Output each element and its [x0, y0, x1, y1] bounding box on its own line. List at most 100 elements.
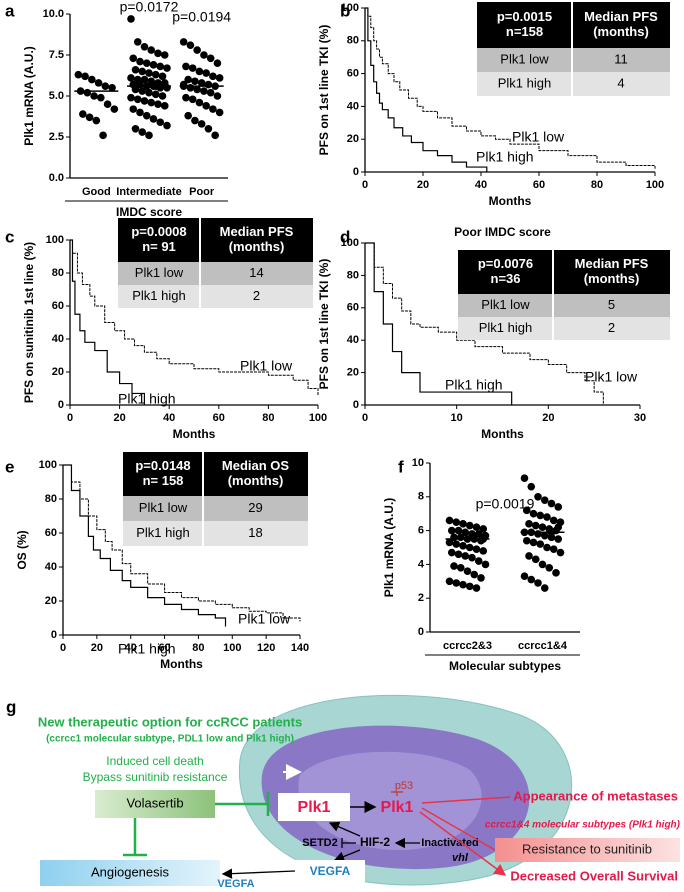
dot — [452, 518, 461, 526]
y-axis-label: Plk1 mRNA (A.U.) — [382, 498, 396, 598]
dot — [88, 75, 96, 84]
panel-label: d — [340, 227, 350, 246]
dot — [204, 80, 213, 89]
survival-curve — [365, 242, 513, 405]
table-header-cell: (months) — [228, 473, 284, 488]
table-cell: 11 — [614, 51, 628, 66]
y-tick-label: 20 — [347, 367, 359, 379]
x-tick-label: 40 — [163, 412, 175, 424]
x-tick-label: 120 — [257, 642, 275, 654]
series-label: Plk1 low — [240, 358, 293, 374]
arrow — [333, 849, 361, 862]
dot — [127, 93, 135, 102]
dot — [188, 95, 197, 104]
y-tick-label: 60 — [52, 300, 64, 312]
x-tick-label: Intermediate — [116, 186, 181, 198]
subtype: ccrcc1&4 molecular subtypes (Plk1 high) — [485, 820, 681, 831]
dot — [445, 516, 454, 525]
dot — [543, 513, 551, 521]
table-header — [118, 218, 313, 262]
dot — [465, 521, 474, 530]
dot — [142, 111, 151, 120]
table-cell: Plk1 low — [135, 265, 184, 280]
table-row — [477, 72, 670, 96]
dot — [142, 59, 151, 67]
plk1: Plk1 — [381, 799, 414, 816]
vhl: vhl — [452, 852, 469, 864]
dot — [127, 74, 135, 82]
table-row — [123, 521, 308, 546]
dot — [197, 120, 206, 128]
inhibition — [341, 838, 356, 848]
dot — [474, 530, 483, 538]
inhibition — [123, 792, 270, 857]
dot — [136, 108, 144, 117]
dot — [447, 526, 456, 535]
dot — [99, 131, 107, 140]
effect: Induced cell death — [106, 754, 203, 768]
table-header-cell: (months) — [593, 24, 649, 39]
x-tick-label: 20 — [113, 412, 125, 424]
dot — [191, 77, 199, 86]
y-tick-label: 0.0 — [49, 172, 64, 184]
dot — [129, 54, 138, 63]
survival-curve — [70, 239, 145, 405]
plk1: Plk1 — [298, 799, 331, 816]
table-cell: 2 — [608, 320, 615, 335]
dot — [536, 511, 545, 520]
dot — [140, 43, 149, 51]
drug-box — [95, 790, 215, 818]
y-axis-label: Plk1 mRNA (A.U.) — [22, 46, 36, 146]
dot — [465, 543, 474, 552]
dot — [529, 509, 538, 518]
dot — [90, 92, 98, 100]
dot — [133, 95, 142, 104]
dot — [556, 548, 565, 557]
dot — [463, 567, 472, 575]
dot — [213, 59, 222, 67]
dot — [186, 84, 195, 92]
x-tick-label: 60 — [213, 412, 225, 424]
dot — [447, 548, 456, 557]
dot — [103, 100, 112, 108]
table-cell: Plk1 low — [481, 297, 530, 312]
y-tick-label: 10 — [412, 457, 424, 469]
dot — [94, 79, 103, 87]
dot — [140, 75, 149, 84]
dot — [470, 570, 479, 579]
y-axis-label: OS (%) — [15, 530, 29, 569]
p-value: p=0.0172 — [120, 0, 179, 15]
x-tick-label: 20 — [542, 412, 554, 424]
table-header-cell: (months) — [584, 271, 640, 286]
dot — [138, 87, 147, 95]
dot — [202, 69, 210, 77]
x-axis-label: Months — [481, 427, 524, 441]
y-axis-label: PFS on 1st line TKI (%) — [317, 259, 331, 390]
dot — [184, 75, 192, 84]
table-header-cell: (months) — [229, 239, 285, 254]
dot — [147, 98, 156, 107]
series-label: Plk1 high — [445, 377, 503, 393]
table-header-cell: n= 91 — [142, 239, 176, 254]
y-tick-label: 0 — [418, 626, 424, 638]
x-tick-label: 40 — [125, 642, 137, 654]
x-tick-label: ccrcc2&3 — [443, 640, 492, 652]
table-cell: Plk1 low — [500, 51, 549, 66]
y-tick-label: 0 — [353, 399, 359, 411]
dot — [184, 111, 192, 120]
dot — [211, 131, 219, 140]
table-cell: Plk1 low — [139, 500, 188, 515]
dot — [127, 15, 135, 23]
dot — [151, 90, 160, 99]
diagram: g New therapeutic option for ccRCC patie… — [6, 694, 681, 890]
dot — [92, 116, 101, 125]
dot — [529, 538, 538, 547]
table-cell: 14 — [249, 265, 263, 280]
dot — [549, 545, 558, 553]
dot — [131, 125, 140, 133]
x-axis-label: Months — [160, 657, 203, 671]
x-tick-label: 0 — [362, 412, 368, 424]
dot — [149, 115, 158, 123]
dot — [195, 98, 204, 107]
dot — [133, 38, 142, 46]
